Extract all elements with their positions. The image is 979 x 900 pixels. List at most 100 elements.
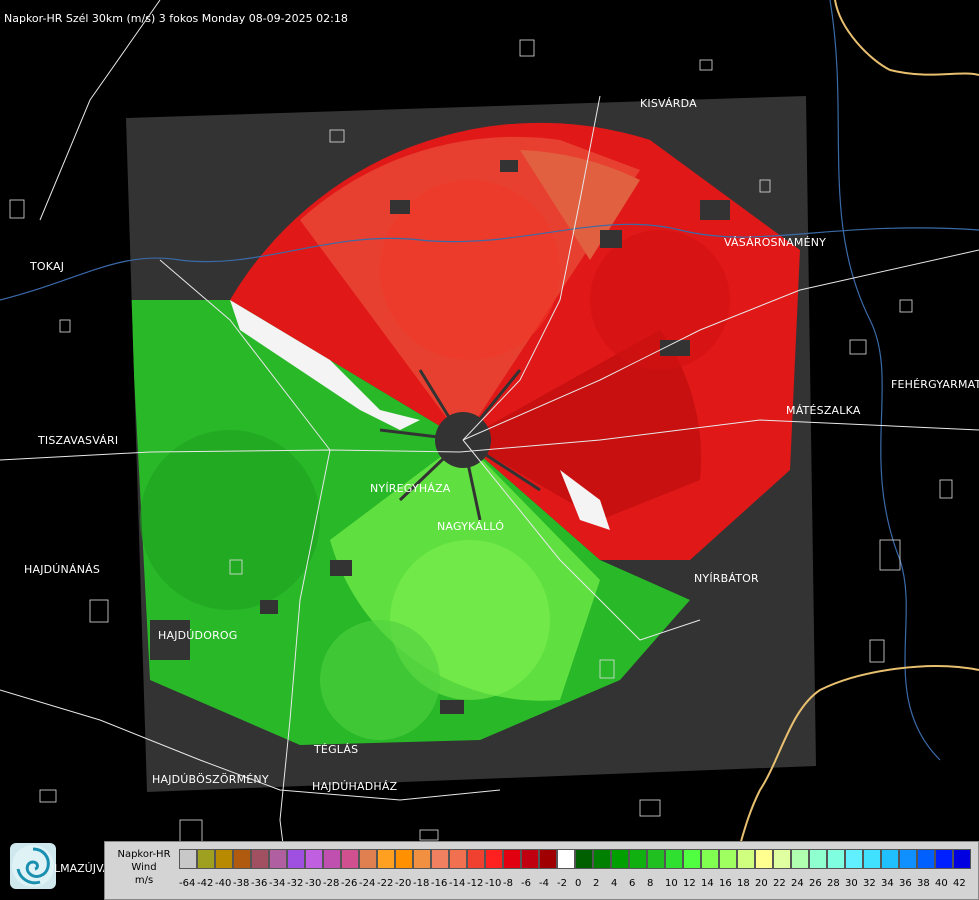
legend-tick-label: -16 [431, 878, 448, 889]
legend-swatch [269, 849, 287, 869]
legend-tick-label: -4 [539, 878, 549, 889]
legend-swatch [557, 849, 575, 869]
logo-text: LMAZÚJVÁR [54, 862, 118, 875]
legend-tick-label: 24 [791, 878, 804, 889]
legend-swatch [611, 849, 629, 869]
legend-tick-label: 22 [773, 878, 786, 889]
legend-swatch [809, 849, 827, 869]
legend-swatch [179, 849, 197, 869]
legend-tick-label: -22 [377, 878, 394, 889]
legend-tick-label: -6 [521, 878, 531, 889]
legend-swatch [377, 849, 395, 869]
wind-legend: Napkor-HR Wind m/s -64 -42 -40 -38 -36 -34 -32… [104, 841, 979, 900]
legend-tick-label: 16 [719, 878, 732, 889]
legend-swatch [701, 849, 719, 869]
legend-tick-label: 14 [701, 878, 714, 889]
legend-tick-label: -18 [413, 878, 430, 889]
legend-ticks: -64 -42 -40 -38 -36 -34 -32 -30 -28 -26 -24 -22 -20-… [179, 878, 971, 892]
city-label-teglas: TÉGLÁS [314, 743, 359, 756]
city-label-hajduhadhaz: HAJDÚHADHÁZ [312, 780, 398, 793]
legend-tick-label: 8 [647, 878, 654, 889]
legend-tick-label: -30 [305, 878, 322, 889]
city-label-mateszalka: MÁTÉSZALKA [786, 404, 861, 417]
country-border [719, 0, 979, 900]
legend-swatch [773, 849, 791, 869]
city-label-nyirbator: NYÍRBÁTOR [694, 572, 759, 585]
legend-tick-label: -14 [449, 878, 466, 889]
legend-tick-label: -12 [467, 878, 484, 889]
legend-swatch [755, 849, 773, 869]
legend-swatch [719, 849, 737, 869]
legend-tick-label: 38 [917, 878, 930, 889]
legend-swatch [287, 849, 305, 869]
legend-swatch [539, 849, 557, 869]
legend-swatches [179, 849, 971, 869]
legend-tick-label: 4 [611, 878, 618, 889]
legend-swatch [647, 849, 665, 869]
legend-tick-label: -8 [503, 878, 513, 889]
legend-swatch [917, 849, 935, 869]
legend-tick-label: -64 [179, 878, 196, 889]
legend-tick-label: -24 [359, 878, 376, 889]
legend-tick-label: 26 [809, 878, 822, 889]
legend-tick-label: 32 [863, 878, 876, 889]
legend-line-3: m/s [134, 875, 154, 886]
settlement-outlines [9, 39, 953, 849]
legend-swatch [737, 849, 755, 869]
legend-swatch [665, 849, 683, 869]
legend-tick-label: 34 [881, 878, 894, 889]
legend-swatch [683, 849, 701, 869]
legend-tick-label: -32 [287, 878, 304, 889]
legend-tick-label: 10 [665, 878, 678, 889]
legend-tick-label: 30 [845, 878, 858, 889]
legend-tick-label: -42 [197, 878, 214, 889]
legend-swatch [593, 849, 611, 869]
legend-swatch [827, 849, 845, 869]
legend-tick-label: 20 [755, 878, 768, 889]
city-label-hajdunanas: HAJDÚNÁNÁS [24, 563, 101, 576]
legend-title: Napkor-HR Wind m/s [107, 848, 181, 887]
rivers [0, 0, 979, 761]
city-label-nagykallo: NAGYKÁLLÓ [437, 520, 505, 533]
legend-tick-label: 36 [899, 878, 912, 889]
legend-swatch [395, 849, 413, 869]
legend-tick-label: -2 [557, 878, 567, 889]
legend-tick-label: 18 [737, 878, 750, 889]
legend-swatch [485, 849, 503, 869]
city-label-tokaj: TOKAJ [30, 260, 65, 273]
legend-swatch [863, 849, 881, 869]
legend-swatch [323, 849, 341, 869]
legend-swatch [791, 849, 809, 869]
legend-swatch [521, 849, 539, 869]
legend-swatch [431, 849, 449, 869]
city-label-tiszavasvari: TISZAVASVÁRI [38, 434, 119, 447]
legend-tick-label: 6 [629, 878, 636, 889]
legend-swatch [845, 849, 863, 869]
legend-swatch [881, 849, 899, 869]
legend-tick-label: 28 [827, 878, 840, 889]
legend-line-2: Wind [131, 862, 157, 873]
legend-tick-label: 2 [593, 878, 600, 889]
legend-tick-label: -34 [269, 878, 286, 889]
legend-swatch [197, 849, 215, 869]
legend-swatch [305, 849, 323, 869]
legend-swatch [359, 849, 377, 869]
legend-line-1: Napkor-HR [117, 849, 171, 860]
legend-tick-label: 12 [683, 878, 696, 889]
legend-tick-label: -40 [215, 878, 232, 889]
legend-tick-label: -20 [395, 878, 412, 889]
legend-swatch [413, 849, 431, 869]
legend-swatch [503, 849, 521, 869]
legend-swatch [467, 849, 485, 869]
radar-echoes [130, 122, 800, 745]
city-label-hajdudorog: HAJDÚDOROG [158, 629, 238, 642]
city-label-fehergyarmat: FEHÉRGYARMAT [891, 378, 979, 391]
legend-swatch [251, 849, 269, 869]
city-label-nyiregyhaza: NYÍREGYHÁZA [370, 482, 451, 495]
legend-tick-label: -28 [323, 878, 340, 889]
city-label-kisvarda: KISVÁRDA [640, 97, 697, 110]
legend-swatch [341, 849, 359, 869]
legend-tick-label: 42 [953, 878, 966, 889]
legend-tick-label: -26 [341, 878, 358, 889]
